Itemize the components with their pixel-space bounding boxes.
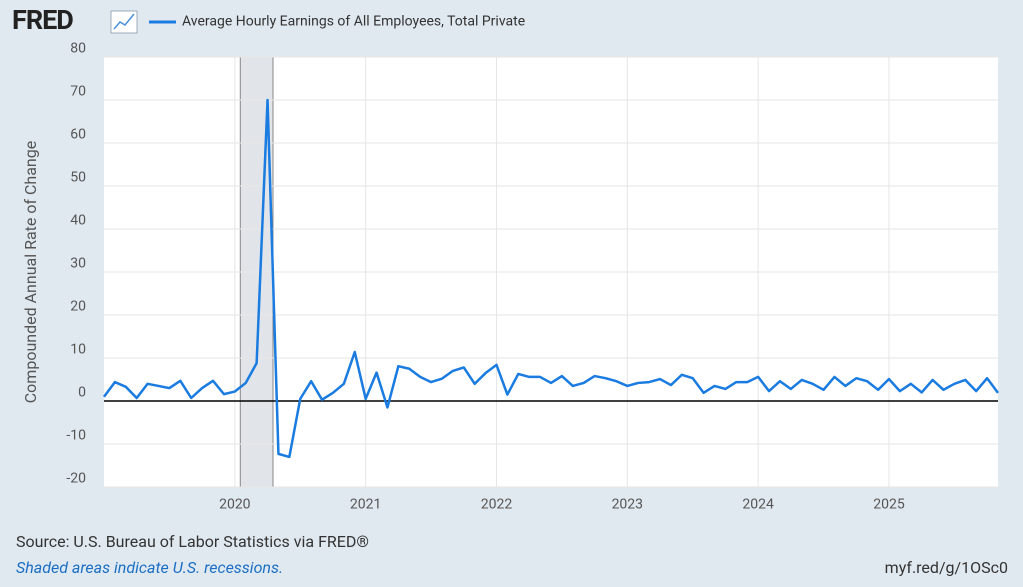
x-tick-label: 2020 <box>219 497 251 513</box>
y-tick-label: 30 <box>70 256 86 272</box>
y-tick-label: -10 <box>66 428 86 444</box>
y-tick-label: 20 <box>70 299 86 315</box>
short-link: myf.red/g/1OSc0 <box>885 558 1008 577</box>
x-tick-label: 2021 <box>350 497 381 513</box>
y-tick-label: 80 <box>70 41 86 57</box>
y-tick-label: 50 <box>70 170 86 186</box>
y-tick-label: 60 <box>70 127 86 143</box>
y-tick-label: 70 <box>70 84 86 100</box>
x-tick-label: 2025 <box>873 497 905 513</box>
x-tick-label: 2022 <box>481 497 513 513</box>
recession-note: Shaded areas indicate U.S. recessions. <box>16 558 283 577</box>
y-tick-label: -20 <box>66 471 86 487</box>
brand-logo: FRED <box>12 4 73 36</box>
y-axis-label: Compounded Annual Rate of Change <box>21 141 40 403</box>
y-tick-label: 10 <box>70 342 86 358</box>
y-tick-label: 40 <box>70 213 86 229</box>
legend-label: Average Hourly Earnings of All Employees… <box>182 14 525 30</box>
series-line <box>102 98 1000 459</box>
logo-icon <box>110 10 138 34</box>
x-tick-label: 2023 <box>612 497 643 513</box>
source: Source: U.S. Bureau of Labor Statistics … <box>16 532 369 551</box>
x-tick-label: 2024 <box>742 497 774 513</box>
y-tick-label: 0 <box>78 385 86 401</box>
